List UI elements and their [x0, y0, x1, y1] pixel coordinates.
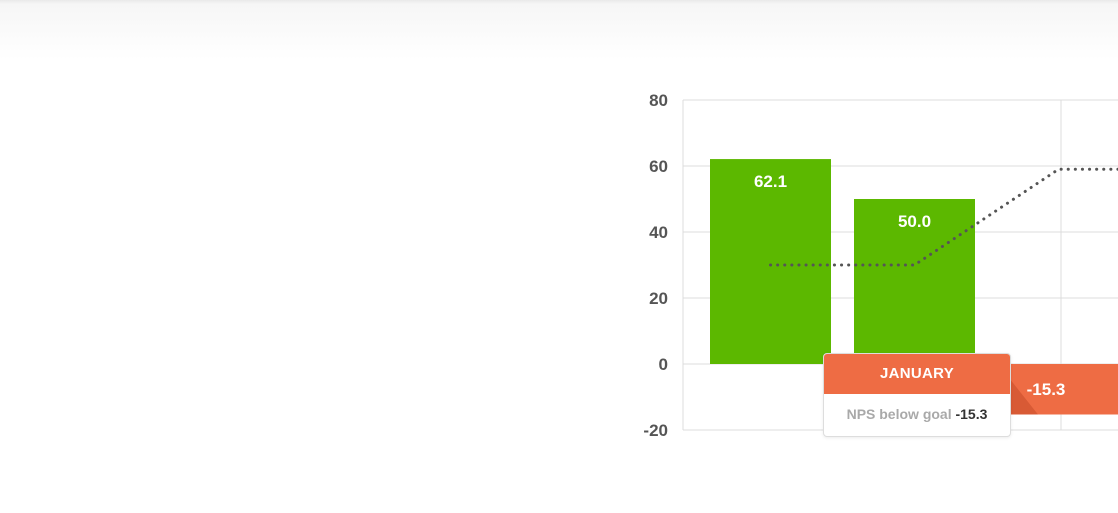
- bar-value-label: 50.0: [898, 212, 931, 231]
- bar-value-label: 62.1: [754, 172, 787, 191]
- bar-0: [710, 159, 831, 364]
- y-tick-label: 0: [659, 355, 668, 374]
- y-tick-label: 40: [649, 223, 668, 242]
- tooltip-body: NPS below goal -15.3: [824, 394, 1010, 436]
- tooltip-label: NPS below goal: [846, 406, 952, 422]
- tooltip-month: JANUARY: [824, 354, 1010, 394]
- chart-bars: 62.1 50.0 -15.3: [710, 159, 1118, 415]
- bar-value-label: -15.3: [1027, 380, 1066, 399]
- y-tick-label: 20: [649, 289, 668, 308]
- top-shadow: [0, 0, 1118, 60]
- y-tick-label: 60: [649, 157, 668, 176]
- goal-line-path: [769, 167, 1118, 267]
- y-axis-ticks: 80 60 40 20 0 -20: [643, 91, 668, 440]
- chart-tooltip: JANUARY NPS below goal -15.3: [823, 353, 1011, 437]
- y-tick-label: -20: [643, 421, 668, 440]
- tooltip-value: -15.3: [955, 406, 988, 422]
- bar-1: [854, 199, 975, 364]
- y-tick-label: 80: [649, 91, 668, 110]
- goal-line: [769, 167, 1118, 267]
